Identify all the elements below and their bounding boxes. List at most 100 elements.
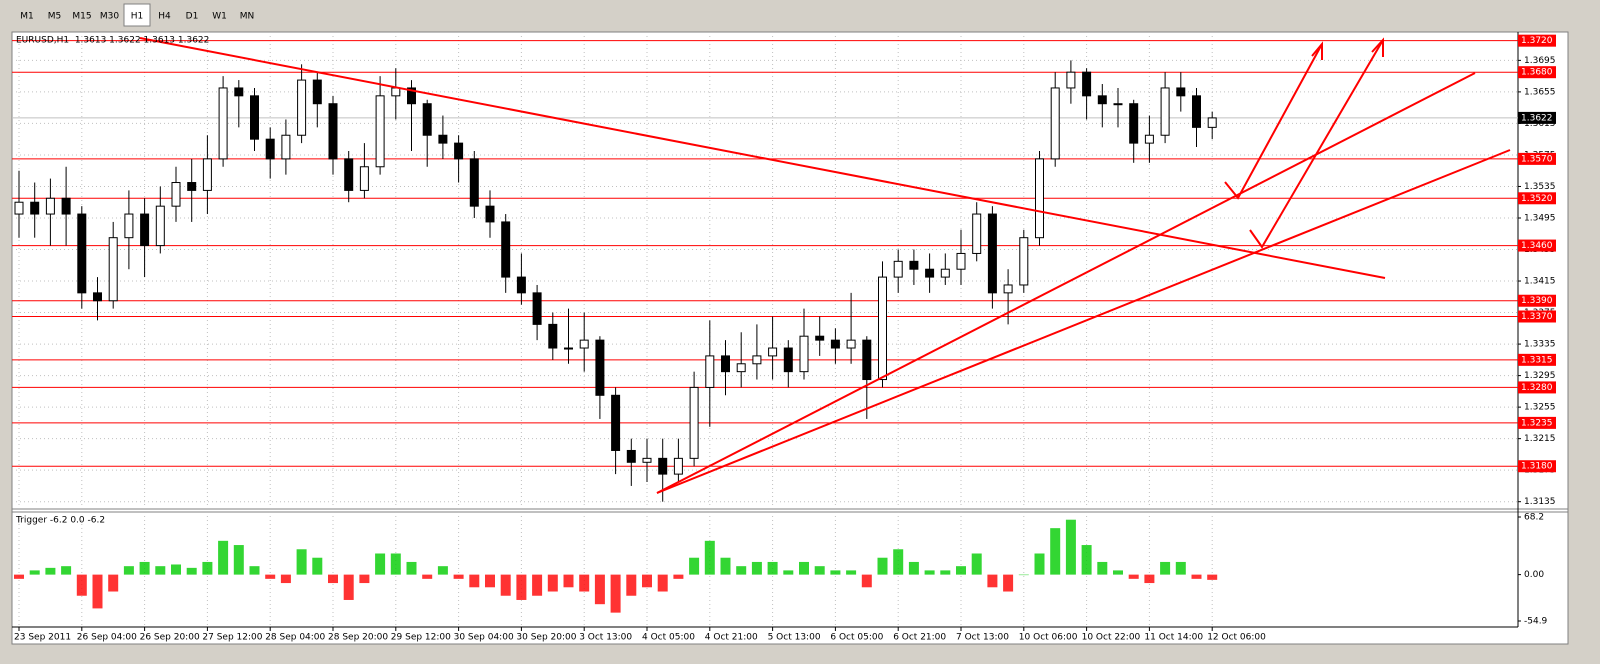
- histogram-bar: [1065, 519, 1076, 575]
- candle-body: [312, 79, 322, 105]
- histogram-bar: [375, 553, 386, 575]
- chart-title: EURUSD,H1 1.3613 1.3622 1.3613 1.3622: [16, 36, 209, 46]
- candle-body: [689, 386, 699, 459]
- level-tag: [1518, 381, 1556, 394]
- timeframe-label: M5: [48, 12, 62, 22]
- histogram-bar: [767, 561, 778, 575]
- histogram-bar: [500, 574, 511, 596]
- candle-body: [909, 260, 919, 270]
- candle-body: [972, 213, 982, 254]
- histogram-bar: [987, 574, 998, 588]
- candle-body: [1176, 87, 1186, 97]
- histogram-bar: [971, 553, 982, 575]
- candle-body: [187, 182, 197, 191]
- histogram-bar: [673, 574, 684, 579]
- x-tick-label: 27 Sep 12:00: [202, 633, 262, 643]
- candle-body: [736, 363, 746, 373]
- histogram-bar: [642, 574, 652, 588]
- candle-body: [658, 457, 668, 475]
- histogram-bar: [108, 574, 119, 592]
- y-tick-label: 1.3615: [1524, 119, 1556, 129]
- candle-body: [61, 197, 71, 215]
- candle-body: [1097, 95, 1107, 105]
- marks: [14, 60, 1218, 613]
- histogram-bar: [877, 557, 888, 575]
- candle-body: [1082, 71, 1092, 97]
- histogram-bar: [328, 574, 338, 584]
- x-tick-label: 11 Oct 14:00: [1144, 633, 1203, 643]
- timeframe-button[interactable]: [96, 4, 123, 26]
- timeframe-button[interactable]: [206, 4, 233, 26]
- x-tick-label: 29 Sep 12:00: [391, 633, 451, 643]
- indicator-title: Trigger -6.2 0.0 -6.2: [15, 516, 105, 526]
- y-tick-label: 1.3415: [1524, 277, 1556, 287]
- histogram-bar: [751, 561, 762, 575]
- current-price-tag: [1518, 111, 1556, 124]
- candle-body: [1160, 87, 1170, 136]
- histogram-bar: [171, 564, 181, 575]
- candle-body: [783, 347, 793, 373]
- x-tick-label: 30 Sep 20:00: [516, 633, 576, 643]
- x-tick-label: 10 Oct 22:00: [1082, 633, 1141, 643]
- candle-body: [1144, 134, 1154, 144]
- histogram-bar: [92, 574, 103, 609]
- x-tick-label: 4 Oct 21:00: [705, 633, 758, 643]
- candle-body: [265, 138, 275, 160]
- timeframe-button[interactable]: [123, 3, 151, 27]
- level-tag: [1518, 192, 1556, 205]
- candle-body: [862, 339, 872, 381]
- candle-body: [893, 260, 903, 278]
- histogram-bar: [186, 567, 197, 575]
- timeframe-button[interactable]: [14, 4, 40, 26]
- candle-body: [815, 335, 825, 341]
- histogram-bar: [1018, 574, 1029, 576]
- timeframe-button[interactable]: [234, 4, 260, 26]
- histogram-bar: [453, 574, 464, 579]
- histogram-bar: [1050, 528, 1061, 575]
- histogram-bar: [280, 574, 291, 584]
- histogram-bar: [1191, 574, 1202, 579]
- trendline: [656, 149, 1511, 494]
- level-label: 1.3570: [1521, 154, 1553, 164]
- y-tick-label: -54.9: [1524, 617, 1548, 627]
- x-tick-label: 6 Oct 05:00: [830, 633, 883, 643]
- level-label: 1.3235: [1521, 418, 1553, 428]
- candle-body: [328, 103, 338, 160]
- histogram-bar: [296, 549, 307, 575]
- candle-body: [673, 457, 683, 475]
- timeframe-button[interactable]: [151, 4, 178, 26]
- labels: 1.3720 1.3680 1.3570 1.3520 1.3460 1.3390 1.33…: [1518, 34, 1556, 473]
- candle-body: [93, 292, 102, 302]
- candle-body: [454, 142, 464, 160]
- level-tag: [1518, 294, 1556, 307]
- candle-body: [250, 95, 259, 140]
- histogram-bar: [1034, 553, 1045, 575]
- candle-body: [234, 87, 244, 97]
- y-tick-label: 1.3215: [1524, 434, 1556, 444]
- histogram-bar: [956, 566, 966, 575]
- level-tag: [1518, 66, 1556, 79]
- candle-body: [1003, 284, 1013, 294]
- timeframe-button[interactable]: [179, 4, 205, 26]
- timeframe-button[interactable]: [41, 4, 68, 26]
- candle-body: [721, 355, 730, 373]
- level-label: 1.3720: [1521, 36, 1553, 46]
- y-tick-label: 1.3695: [1524, 56, 1556, 66]
- histogram-bar: [29, 570, 40, 575]
- x-tick-label: 26 Sep 20:00: [140, 633, 200, 643]
- candle-body: [987, 213, 997, 294]
- histogram-bar: [123, 566, 134, 575]
- candle-body: [469, 158, 479, 207]
- histogram-bar: [783, 570, 794, 575]
- x-tick-label: 28 Sep 20:00: [328, 633, 388, 643]
- timeframe-button[interactable]: [69, 4, 95, 26]
- histogram-bar: [422, 574, 433, 579]
- level-tag: [1518, 152, 1556, 165]
- histogram-bar: [830, 570, 841, 575]
- histogram-bar: [1175, 561, 1186, 575]
- histogram-bar: [437, 566, 448, 575]
- y-tick-label: 1.3495: [1524, 213, 1556, 223]
- timeframe-label: D1: [186, 12, 199, 22]
- level-label: 1.3180: [1521, 462, 1553, 472]
